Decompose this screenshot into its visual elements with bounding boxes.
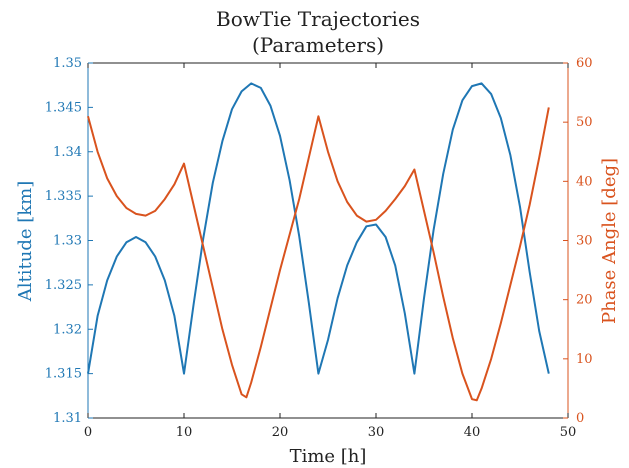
- x-tick-label: 10: [176, 425, 193, 440]
- y-left-tick-label: 1.32: [53, 322, 82, 337]
- y-left-tick-label: 1.33: [53, 234, 82, 249]
- ticks: 0 10 20 30 40 50 1.31 1.315 1.32 1.325 1.33 1.335 1.…: [45, 56, 593, 440]
- x-tick-label: 40: [464, 425, 481, 440]
- y-left-tick-label: 1.345: [45, 100, 82, 115]
- x-tick-label: 50: [560, 425, 577, 440]
- phase-angle-series-line: [87, 107, 550, 402]
- y-left-axis-label: Altitude [km]: [15, 181, 36, 303]
- chart-title: BowTie Trajectories: [216, 7, 420, 31]
- y-left-tick-label: 1.34: [53, 145, 82, 160]
- x-tick-label: 0: [84, 425, 92, 440]
- y-right-tick-label: 50: [576, 115, 593, 130]
- y-left-tick-label: 1.31: [53, 411, 82, 426]
- y-left-tick-label: 1.315: [45, 367, 82, 382]
- y-right-tick-label: 20: [576, 293, 593, 308]
- y-right-tick-label: 10: [576, 352, 593, 367]
- x-tick-label: 30: [368, 425, 385, 440]
- y-left-tick-label: 1.325: [45, 278, 82, 293]
- x-tick-label: 20: [272, 425, 289, 440]
- y-right-tick-label: 40: [576, 174, 593, 189]
- y-right-tick-label: 30: [576, 234, 593, 249]
- series: [87, 82, 550, 402]
- x-axis-label: Time [h]: [290, 446, 367, 467]
- y-left-tick-label: 1.335: [45, 189, 82, 204]
- y-right-tick-label: 0: [576, 411, 584, 426]
- chart-subtitle: (Parameters): [252, 33, 384, 57]
- axes: [87, 62, 569, 419]
- y-right-axis-label: Phase Angle [deg]: [599, 158, 620, 324]
- altitude-series-line: [87, 82, 550, 375]
- y-right-tick-label: 60: [576, 56, 593, 71]
- y-left-tick-label: 1.35: [53, 56, 82, 71]
